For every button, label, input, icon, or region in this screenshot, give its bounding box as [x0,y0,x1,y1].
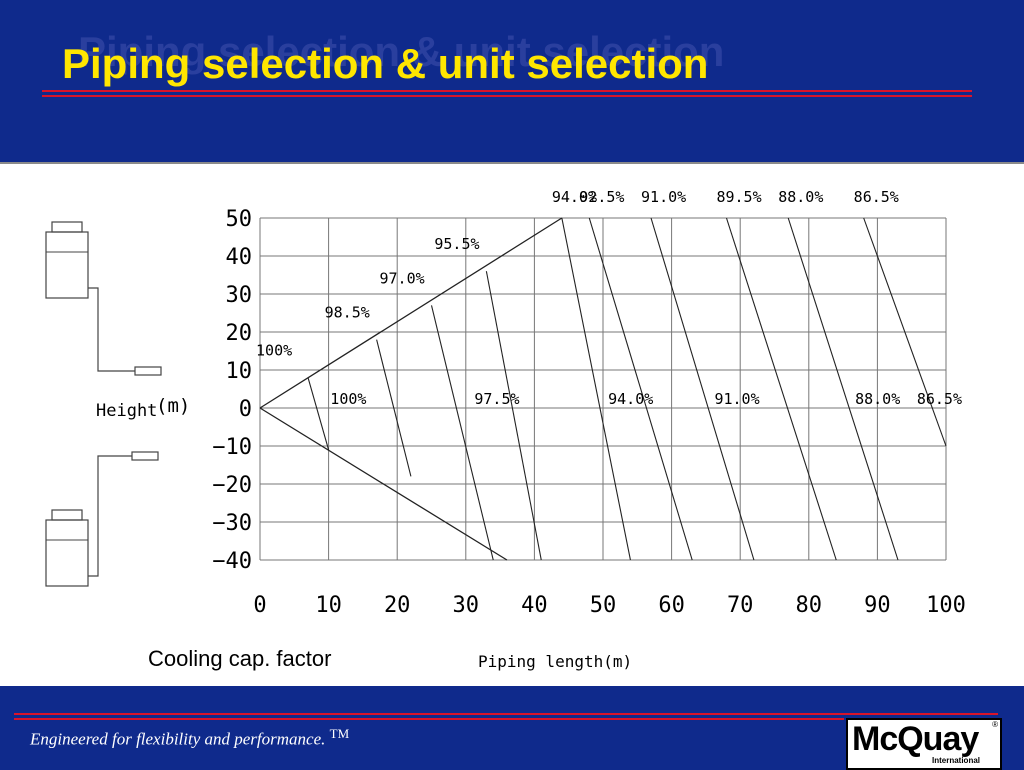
x-tick-label: 50 [590,593,617,618]
capacity-line-2 [430,305,494,561]
x-tick-labels: 0 10 20 30 40 50 60 70 80 90 100 [253,593,966,618]
logo-reg: ® [992,720,998,729]
logo-sub: International [932,756,981,765]
capacity-label-top: 100% [256,342,292,360]
x-tick-label: 90 [864,593,891,618]
y-tick-label: 10 [226,359,253,384]
x-tick-label: 40 [521,593,548,618]
capacity-line-1 [376,339,412,477]
capacity-label-bottom: 100% [330,390,366,408]
capacity-line-8 [787,217,899,561]
y-tick-label: −10 [212,435,252,460]
y-axis-unit: (m) [156,395,190,417]
capacity-line-7 [725,217,837,561]
capacity-label-top: 98.5% [325,304,370,322]
y-tick-label: 50 [226,207,253,232]
capacity-label-top: 89.5% [716,188,761,206]
capacity-label-top: 97.0% [380,269,425,287]
footer-tagline: Engineered for flexibility and performan… [30,726,349,750]
capacity-label-bottom: 94.0% [608,390,653,408]
x-tick-label: 60 [658,593,685,618]
x-tick-label: 0 [253,593,266,618]
chart-labels: 100%100%98.5%97.0%97.5%95.5%94.0%94.0%92… [256,188,962,408]
chart-grid [259,217,947,561]
lower-outdoor-unit-icon [45,519,89,587]
ghost-title: Piping selection & unit selection [78,28,725,75]
y-axis-label: Height [96,401,157,421]
upper-pipe-icon [88,287,135,372]
capacity-line-4 [561,217,631,561]
chart-caption: Cooling cap. factor [148,646,331,671]
capacity-label-top: 88.0% [778,188,823,206]
logo-name: McQuay [852,720,979,758]
x-tick-label: 80 [796,593,823,618]
slide-header [0,0,1024,160]
upper-outdoor-unit-icon [45,231,89,299]
upper-boundary-line [259,217,563,409]
chart-series [307,217,947,561]
x-axis-label: Piping length(m) [478,652,632,671]
upper-indoor-unit-icon [134,366,162,376]
title-rest: selection & unit selection [190,40,709,87]
capacity-line-9 [863,217,947,447]
x-tick-label: 70 [727,593,754,618]
capacity-line-5 [588,217,693,561]
x-tick-label: 30 [453,593,480,618]
y-tick-label: −20 [212,473,252,498]
trademark: TM [329,726,350,741]
x-tick-label: 20 [384,593,411,618]
slide-title: Piping selection & unit selection [62,40,708,88]
capacity-label-top: 91.0% [641,188,686,206]
x-tick-label: 100 [926,593,966,618]
piping-chart: Height (m) 100% 100% 98.5% 97.0% 97.5% 95.5% 9… [45,188,966,671]
y-tick-label: −30 [212,511,252,536]
capacity-line-6 [650,217,755,561]
lower-pipe-icon [88,455,132,577]
mcquay-logo: McQuay International ® [846,718,1002,770]
lower-unit-top-icon [51,509,83,521]
footer-rule-bottom [14,718,844,720]
upper-unit-top-icon [51,221,83,233]
capacity-label-bottom: 88.0% [855,390,900,408]
y-tick-label: 30 [226,283,253,308]
lower-indoor-unit-icon [131,451,159,461]
y-tick-label: 0 [239,397,252,422]
title-rule-bottom [42,95,972,97]
capacity-label-top: 86.5% [854,188,899,206]
title-piping-word: Piping [62,40,191,87]
capacity-label-bottom: 86.5% [917,390,962,408]
capacity-label-bottom: 91.0% [714,390,759,408]
footer-text: Engineered for flexibility and performan… [30,729,326,749]
unit-icons [45,221,162,587]
capacity-label-top: 92.5% [579,188,624,206]
capacity-line-3 [485,271,542,561]
lower-boundary-line [259,407,508,561]
y-tick-label: 40 [226,245,253,270]
footer-rule-top [14,713,998,715]
title-rule-top [42,90,972,92]
y-tick-label: −40 [212,549,252,574]
chart-panel: Height (m) 100% 100% 98.5% 97.0% 97.5% 95.5% 9… [0,162,1024,686]
chart-boundary [259,217,563,561]
capacity-label-top: 95.5% [434,235,479,253]
y-tick-label: 20 [226,321,253,346]
capacity-line-0 [307,377,330,450]
capacity-label-top: 94.0% [552,188,597,206]
y-tick-labels: 50 40 30 20 10 0 −10 −20 −30 −40 [212,207,252,574]
capacity-label-bottom: 97.5% [474,390,519,408]
x-tick-label: 10 [315,593,342,618]
